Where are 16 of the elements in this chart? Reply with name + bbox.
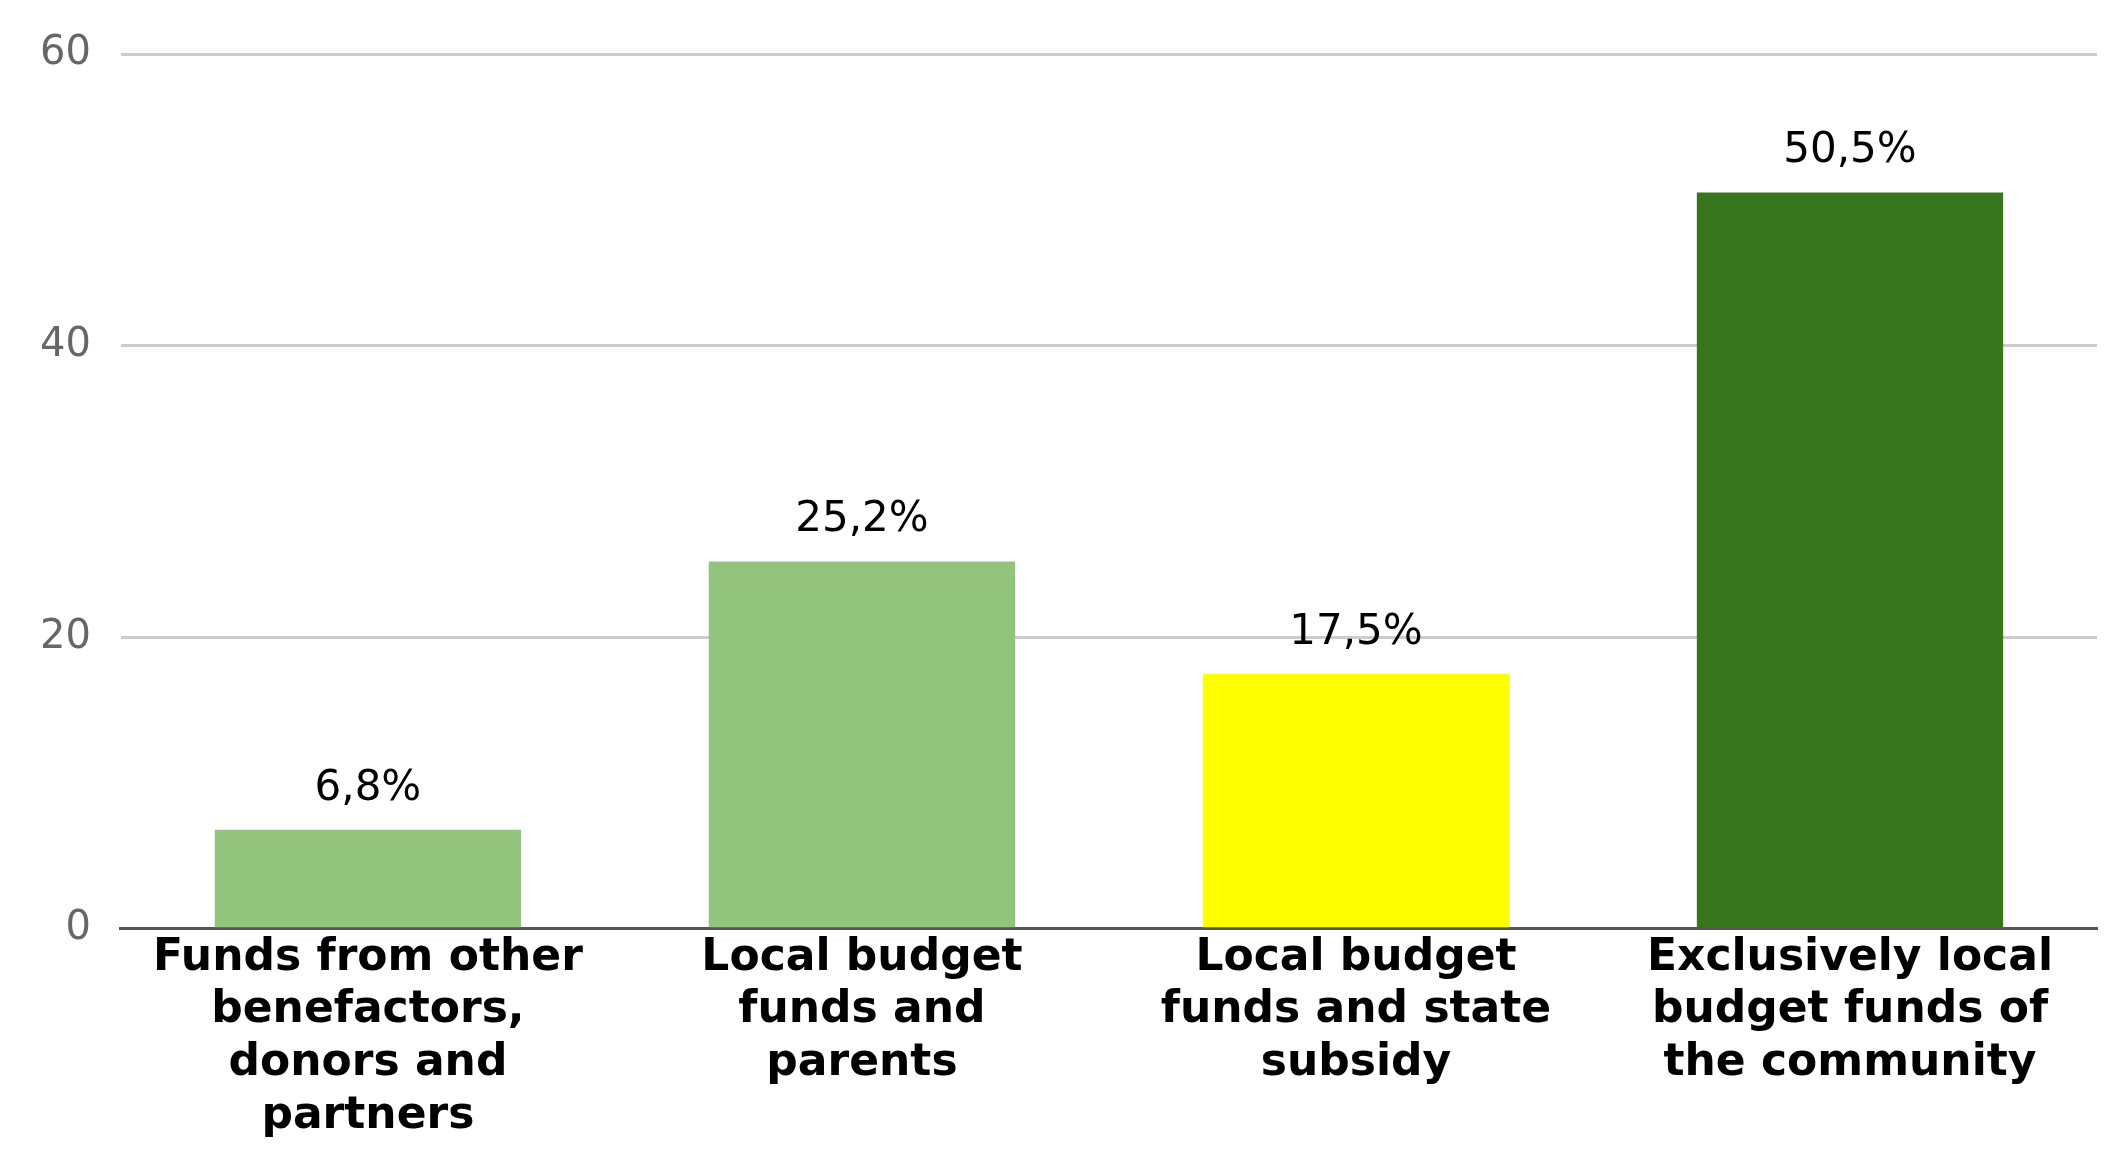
y-tick-label: 60 [39, 27, 91, 74]
x-tick-label: Funds from other benefactors, donors and partners [152, 928, 584, 1139]
y-tick-label: 0 [65, 902, 91, 949]
data-label: 17,5% [1289, 604, 1423, 654]
x-tick-label: Local budget funds and state subsidy [1160, 928, 1552, 1086]
bar [1202, 673, 1510, 928]
y-tick-label: 40 [39, 318, 91, 365]
bar [214, 829, 522, 928]
bar [1696, 192, 2004, 928]
data-label: 50,5% [1783, 123, 1917, 173]
x-tick-label: Local budget funds and parents [701, 928, 1023, 1086]
bar [708, 561, 1016, 928]
y-tick-label: 20 [39, 610, 91, 657]
data-label: 6,8% [314, 760, 422, 810]
x-tick-label: Exclusively local budget funds of the community [1647, 928, 2053, 1086]
data-label: 25,2% [795, 492, 929, 542]
